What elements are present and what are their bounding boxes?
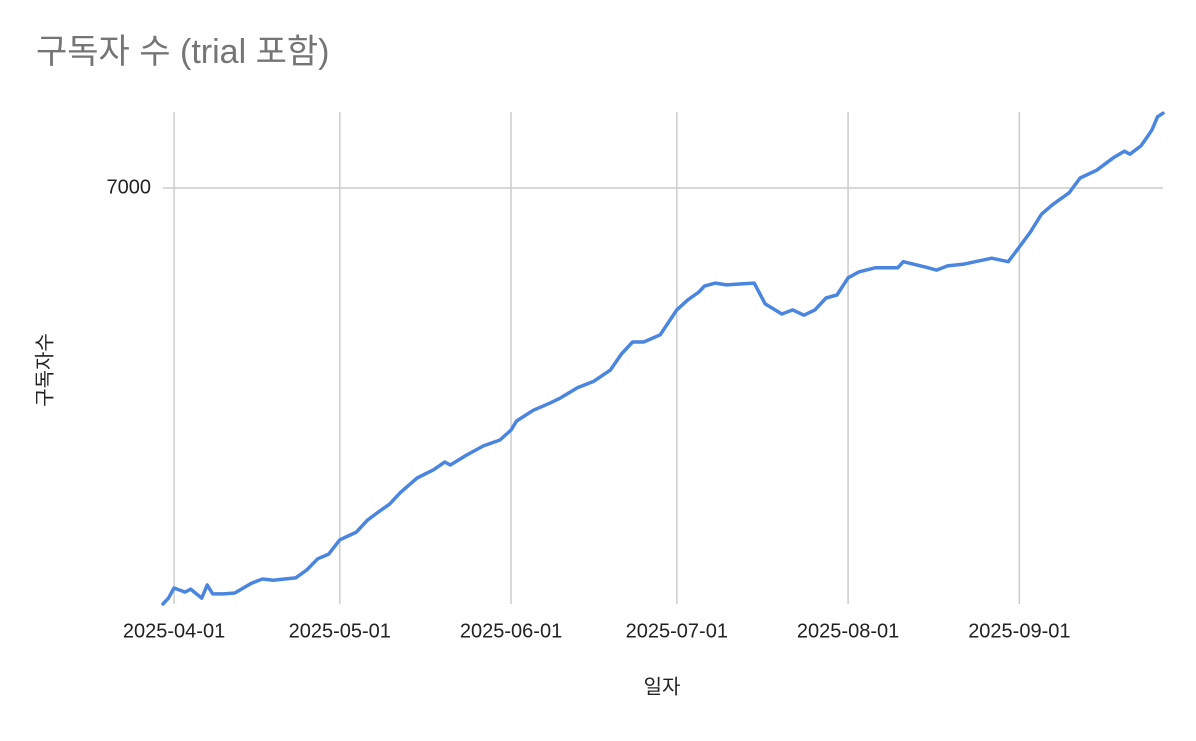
x-tick-label: 2025-04-01 bbox=[123, 620, 225, 642]
x-axis-label: 일자 bbox=[644, 675, 681, 698]
y-axis-label: 구독자수 bbox=[33, 333, 56, 407]
x-tick-label: 2025-06-01 bbox=[460, 620, 562, 642]
x-tick-label: 2025-07-01 bbox=[626, 620, 728, 642]
y-tick-label: 7000 bbox=[107, 176, 152, 198]
chart-title: 구독자 수 (trial 포함) bbox=[36, 33, 329, 71]
x-tick-label: 2025-08-01 bbox=[797, 620, 899, 642]
x-tick-label: 2025-09-01 bbox=[968, 620, 1070, 642]
x-tick-label: 2025-05-01 bbox=[289, 620, 391, 642]
data-line bbox=[161, 111, 1165, 606]
